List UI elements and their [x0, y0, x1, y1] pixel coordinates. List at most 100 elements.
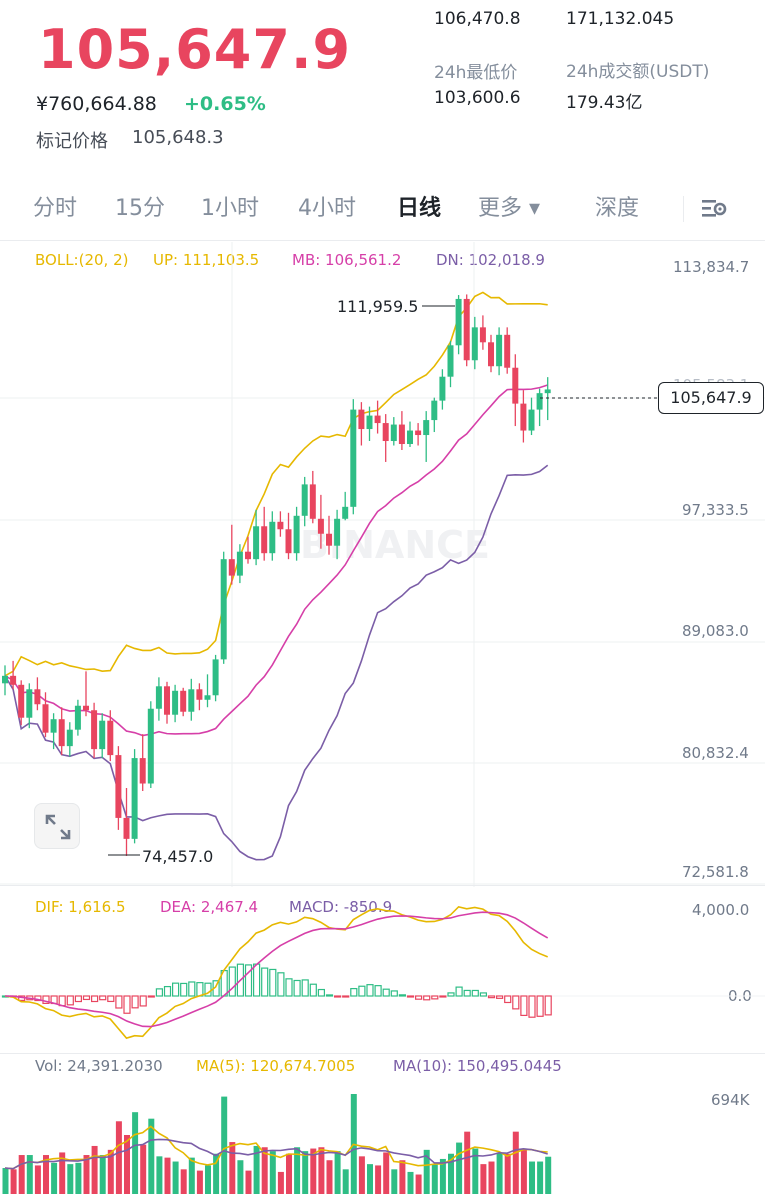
tab-15m[interactable]: 15分 — [115, 196, 165, 221]
bollinger-bands — [4, 291, 549, 861]
candle — [350, 399, 357, 515]
volume-bar — [132, 1112, 139, 1194]
chart-settings-icon[interactable] — [700, 194, 728, 228]
macd-bar — [82, 995, 91, 1001]
macd-bar — [520, 995, 528, 1017]
macd-lines — [4, 905, 549, 1040]
volume-bar — [391, 1169, 398, 1194]
expand-icon — [45, 814, 71, 840]
macd-bar — [350, 987, 358, 997]
macd-bar — [309, 983, 317, 997]
volume-bar — [10, 1169, 17, 1194]
volume-chart[interactable] — [0, 1076, 765, 1200]
volume-divider — [0, 1053, 765, 1054]
macd-bar — [512, 995, 520, 1010]
candles — [2, 294, 551, 856]
volume-bar — [318, 1147, 325, 1194]
candle — [528, 397, 535, 436]
candle — [139, 734, 146, 791]
volume-bar — [18, 1155, 25, 1194]
volume-bar — [245, 1170, 252, 1194]
tab-4h[interactable]: 4小时 — [298, 196, 356, 221]
interval-tabs: 分时 15分 1小时 4小时 日线 更多 ▾ 深度 — [0, 190, 765, 232]
candle — [123, 788, 130, 856]
volume-bar — [334, 1151, 341, 1194]
boll-label: BOLL:(20, 2) — [35, 251, 129, 269]
volume-bar — [26, 1155, 33, 1194]
tab-daily[interactable]: 日线 — [397, 196, 442, 221]
fullscreen-button[interactable] — [34, 803, 80, 849]
volume-bar — [545, 1156, 552, 1194]
candle — [358, 402, 365, 446]
volume-bar — [464, 1131, 471, 1194]
macd-bar — [90, 995, 99, 1003]
macd-bar — [115, 995, 123, 1009]
volume-bar — [59, 1152, 66, 1194]
macd-bar — [325, 994, 334, 997]
volume-bar — [342, 1169, 349, 1194]
candle — [196, 683, 203, 711]
high-24h-value: 106,470.8 — [434, 9, 521, 29]
candle — [58, 707, 65, 756]
volume-bar — [2, 1168, 9, 1194]
candle — [269, 511, 276, 561]
candle — [115, 746, 122, 830]
low-marker-label: 74,457.0 — [142, 847, 213, 866]
macd-bar — [236, 963, 244, 997]
candle — [188, 678, 195, 721]
macd-bar — [253, 963, 261, 997]
volume-value: Vol: 24,391.2030 — [35, 1057, 163, 1075]
candle — [66, 722, 73, 757]
volume-bar — [456, 1142, 463, 1194]
candle — [236, 544, 243, 584]
volume-bar — [148, 1118, 155, 1194]
macd-bar — [398, 994, 406, 997]
candle — [512, 354, 519, 427]
tab-more[interactable]: 更多 ▾ — [478, 196, 541, 221]
macd-bar — [342, 995, 350, 998]
candle — [488, 334, 494, 373]
tab-timeshare[interactable]: 分时 — [33, 196, 78, 221]
volume-bar — [51, 1162, 58, 1194]
tab-depth[interactable]: 深度 — [595, 196, 640, 221]
macd-bar — [463, 989, 471, 997]
last-price: 105,647.9 — [38, 18, 352, 81]
volume-bars — [2, 1094, 552, 1194]
candle — [131, 749, 138, 844]
volume-axis-top: 694K — [711, 1091, 750, 1109]
volume-bar — [358, 1156, 365, 1194]
macd-histogram — [1, 963, 552, 1018]
macd-bar — [431, 995, 439, 1000]
candle — [10, 660, 17, 690]
macd-bar — [261, 967, 269, 997]
macd-bar — [163, 985, 172, 997]
macd-bar — [107, 995, 115, 1003]
volume-bar — [277, 1171, 284, 1194]
volume-bar — [229, 1142, 236, 1194]
current-price-tag[interactable]: 105,647.9 — [658, 382, 764, 414]
macd-bar — [334, 995, 342, 998]
macd-axis-top: 4,000.0 — [692, 901, 750, 919]
change-percent: +0.65% — [184, 93, 266, 115]
candle — [398, 411, 405, 450]
candle — [520, 390, 527, 443]
price-axis-label: 89,083.0 — [682, 622, 749, 640]
candle — [220, 551, 227, 664]
candle — [172, 684, 179, 723]
boll-dn-line — [4, 464, 549, 861]
macd-bar — [455, 986, 463, 997]
candle — [342, 491, 349, 521]
candle — [91, 702, 98, 759]
volume-bar — [407, 1171, 414, 1194]
macd-bar — [536, 995, 544, 1017]
candlestick-chart[interactable]: BINANCE 111,959.5 74,457.0 — [0, 242, 765, 887]
tab-1h[interactable]: 1小时 — [201, 196, 259, 221]
macd-bar — [155, 988, 163, 997]
candle — [228, 524, 235, 585]
macd-chart[interactable] — [0, 886, 765, 1054]
candle — [504, 327, 511, 374]
volume-bar — [496, 1152, 503, 1194]
volume-bar — [221, 1096, 228, 1194]
price-axis-label: 80,832.4 — [682, 744, 749, 762]
macd-bar — [269, 968, 277, 997]
